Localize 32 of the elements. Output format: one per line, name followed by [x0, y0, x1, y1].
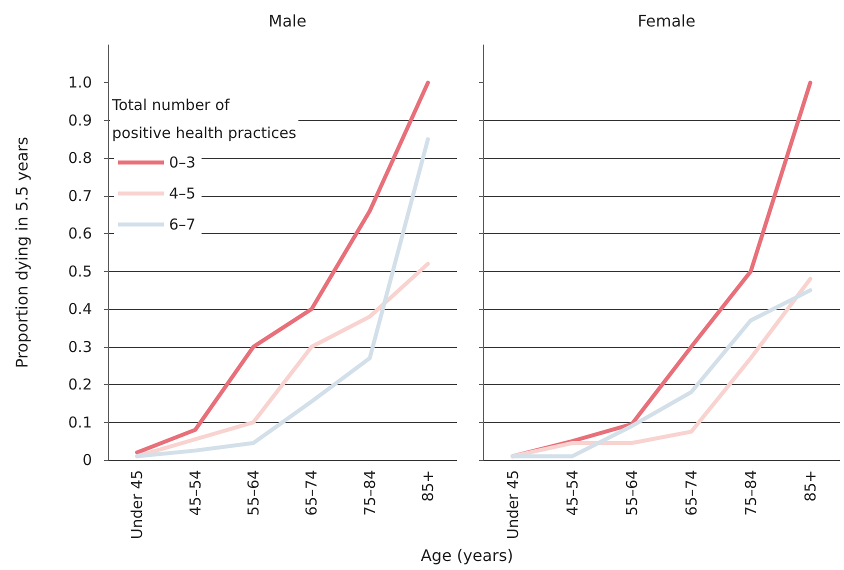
y-tick-label: 0.8 — [68, 149, 92, 168]
y-tick-label: 0 — [82, 451, 92, 469]
y-tick-label: 0.7 — [68, 186, 92, 205]
legend-label: 4–5 — [169, 184, 196, 202]
y-tick-label: 1.0 — [68, 74, 92, 92]
y-tick-label: 0.5 — [68, 262, 92, 280]
y-axis-title: Proportion dying in 5.5 years — [12, 136, 32, 368]
legend-title: Total number of positive health practices — [111, 96, 297, 142]
y-tick-label: 0.9 — [68, 111, 92, 130]
x-tick-label: Under 45 — [128, 470, 146, 540]
x-tick-label: 55–64 — [622, 470, 641, 516]
y-tick-label: 0.4 — [68, 300, 92, 318]
y-tick-label: 0.2 — [68, 376, 92, 394]
x-tick-label: 85+ — [801, 470, 820, 502]
x-tick-label: 85+ — [418, 470, 437, 502]
y-tick-label: 0.6 — [68, 224, 92, 243]
x-tick-label: 55–64 — [244, 470, 262, 516]
x-tick-label: 45–54 — [186, 470, 204, 516]
chart-title: Female — [638, 12, 696, 30]
chart-title: Male — [268, 12, 306, 30]
y-tick-label: 0.3 — [68, 338, 92, 356]
line-series — [135, 262, 430, 458]
x-tick-label: 75–84 — [742, 470, 760, 516]
x-tick-label: 65–74 — [682, 470, 700, 516]
x-tick-label: 45–54 — [563, 470, 582, 516]
x-tick-label: Under 45 — [504, 470, 522, 540]
x-axis-title: Age (years) — [420, 546, 514, 565]
legend-label: 0–3 — [169, 154, 196, 172]
legend-label: 6–7 — [169, 216, 196, 234]
y-tick-label: 0.1 — [68, 413, 92, 432]
x-tick-label: 75–84 — [360, 470, 379, 516]
x-tick-label: 65–74 — [302, 470, 321, 516]
